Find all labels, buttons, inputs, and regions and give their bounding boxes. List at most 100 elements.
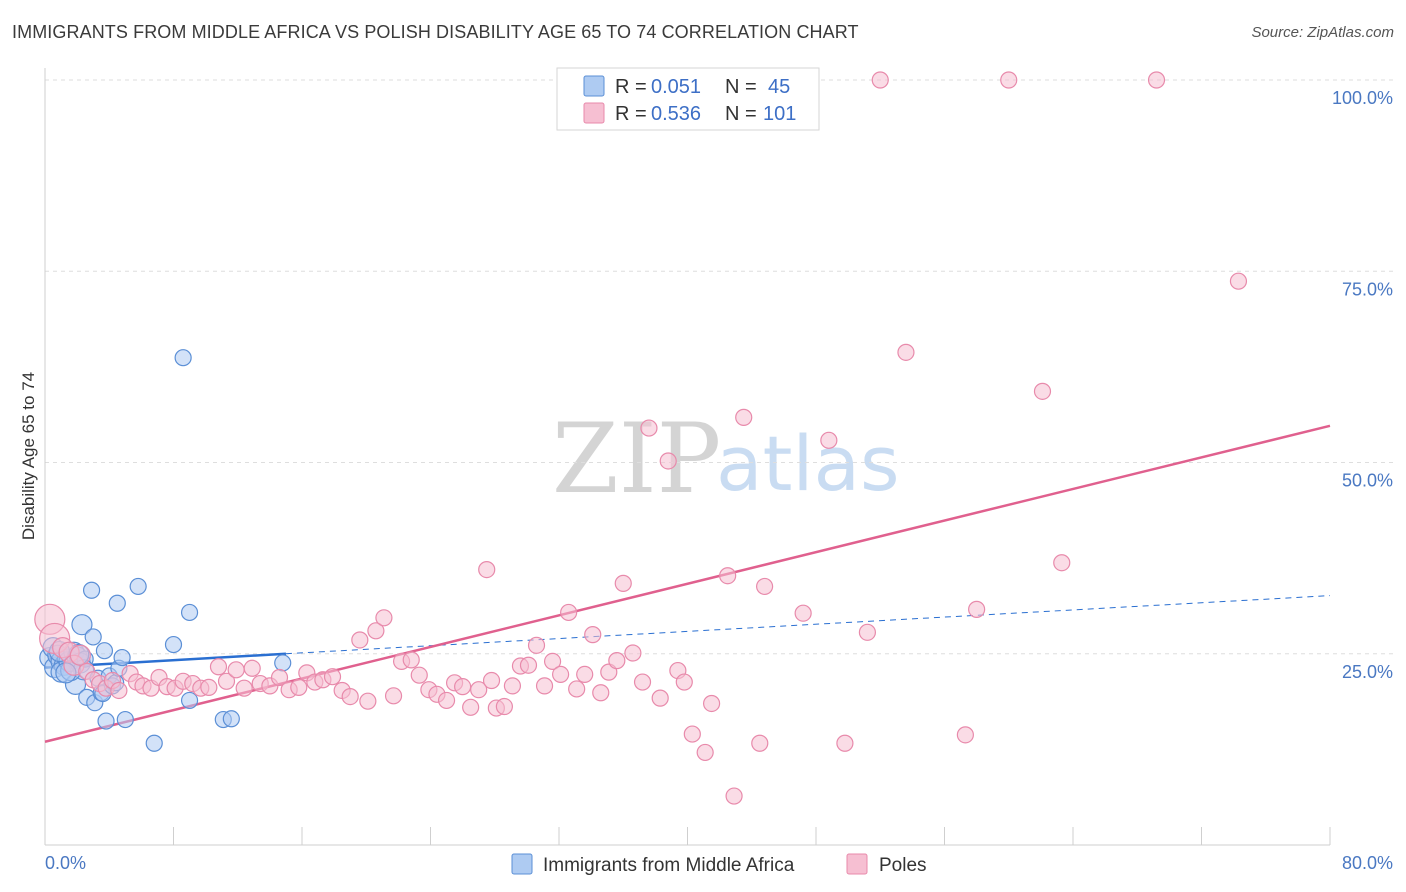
legend-swatch-blue [583, 75, 605, 97]
point-pink-91 [858, 623, 877, 641]
watermark-zip: ZIP [552, 403, 721, 515]
point-pink-45 [402, 651, 420, 669]
point-pink-77 [659, 452, 677, 470]
point-pink-23 [209, 658, 228, 676]
point-pink-43 [384, 687, 403, 705]
point-blue-17 [82, 581, 101, 599]
point-pink-46 [410, 666, 428, 684]
data-points [34, 71, 1248, 805]
legend-n-label-blue: N = [725, 76, 757, 98]
point-pink-54 [478, 560, 496, 579]
legend-r-label-pink: R = [615, 103, 647, 125]
point-pink-42 [375, 609, 393, 627]
point-pink-92 [871, 71, 889, 89]
series-legend: Immigrants from Middle Africa Poles [511, 853, 927, 876]
point-pink-74 [633, 673, 652, 691]
point-pink-53 [470, 681, 488, 699]
point-pink-61 [527, 636, 546, 654]
legend-r-value-pink: 0.536 [651, 103, 701, 125]
y-tick-label-2: 75.0% [1342, 279, 1393, 299]
point-blue-28 [108, 594, 126, 612]
point-pink-51 [454, 678, 472, 696]
point-pink-27 [243, 659, 261, 677]
x-tick-labels: 0.0% 80.0% [45, 853, 1393, 873]
watermark-atlas: atlas [716, 419, 900, 508]
trend-line-blue-dashed [285, 595, 1331, 655]
point-blue-14 [71, 614, 93, 636]
point-pink-87 [755, 577, 774, 596]
point-pink-82 [702, 694, 721, 713]
point-blue-36 [180, 603, 199, 622]
chart-title: IMMIGRANTS FROM MIDDLE AFRICA VS POLISH … [12, 22, 859, 42]
point-pink-5 [69, 644, 91, 666]
point-blue-18 [84, 628, 102, 646]
x-tick-label-1: 80.0% [1342, 853, 1393, 873]
point-blue-33 [145, 734, 163, 752]
x-tick-label-0: 0.0% [45, 853, 86, 873]
point-blue-39 [222, 710, 240, 728]
series-legend-swatch-blue [511, 853, 533, 875]
point-pink-63 [543, 652, 562, 671]
legend-n-label-pink: N = [725, 103, 757, 125]
point-pink-41 [367, 622, 385, 640]
point-blue-40 [274, 654, 292, 672]
point-pink-58 [503, 677, 522, 695]
point-blue-32 [129, 577, 147, 596]
y-tick-label-3: 100.0% [1332, 88, 1393, 108]
point-pink-22 [200, 678, 218, 697]
point-pink-60 [519, 656, 538, 674]
point-pink-76 [651, 689, 669, 707]
point-pink-95 [968, 600, 986, 618]
point-pink-80 [683, 725, 701, 743]
point-pink-52 [462, 698, 480, 716]
point-pink-93 [897, 343, 915, 361]
series-legend-label-blue: Immigrants from Middle Africa [543, 855, 795, 876]
axes [44, 68, 1331, 846]
point-pink-89 [820, 431, 838, 449]
point-pink-67 [576, 665, 594, 684]
gridlines [45, 79, 1393, 655]
stats-legend: R = 0.051 N = 45 R = 0.536 N = 101 [556, 67, 820, 131]
point-pink-100 [956, 726, 974, 744]
point-blue-34 [164, 635, 183, 654]
point-blue-31 [116, 710, 134, 729]
point-pink-75 [640, 419, 658, 437]
point-pink-72 [614, 574, 632, 592]
point-pink-62 [535, 677, 554, 695]
point-pink-97 [1053, 554, 1071, 572]
point-pink-68 [584, 626, 602, 644]
point-pink-65 [560, 603, 578, 622]
series-legend-swatch-pink [846, 853, 868, 875]
point-pink-55 [482, 671, 501, 690]
point-pink-73 [624, 644, 642, 662]
point-pink-81 [696, 743, 714, 762]
y-tick-label-1: 50.0% [1342, 471, 1393, 491]
point-pink-39 [351, 631, 369, 649]
point-pink-86 [751, 734, 769, 752]
point-blue-23 [95, 642, 114, 660]
point-blue-24 [97, 712, 115, 730]
point-pink-96 [1033, 382, 1052, 400]
point-pink-79 [675, 673, 693, 691]
point-pink-83 [719, 567, 737, 585]
point-pink-11 [110, 681, 128, 700]
point-pink-98 [1147, 71, 1166, 89]
point-pink-24 [217, 672, 236, 690]
y-tick-labels: 25.0% 50.0% 75.0% 100.0% [1332, 88, 1393, 682]
point-pink-64 [552, 665, 570, 684]
series-legend-label-pink: Poles [879, 855, 927, 876]
source-label: Source: ZipAtlas.com [1251, 24, 1394, 41]
point-pink-57 [495, 697, 513, 716]
point-pink-49 [437, 691, 456, 710]
legend-n-value-blue: 45 [768, 76, 790, 98]
point-pink-90 [836, 734, 854, 752]
point-pink-69 [592, 684, 610, 702]
point-pink-32 [290, 678, 308, 697]
legend-n-value-pink: 101 [763, 103, 796, 125]
legend-r-label-blue: R = [615, 76, 647, 98]
point-pink-25 [227, 661, 245, 679]
point-pink-88 [794, 604, 812, 622]
point-blue-37 [180, 691, 199, 710]
point-pink-40 [359, 692, 377, 710]
point-pink-30 [270, 668, 289, 687]
